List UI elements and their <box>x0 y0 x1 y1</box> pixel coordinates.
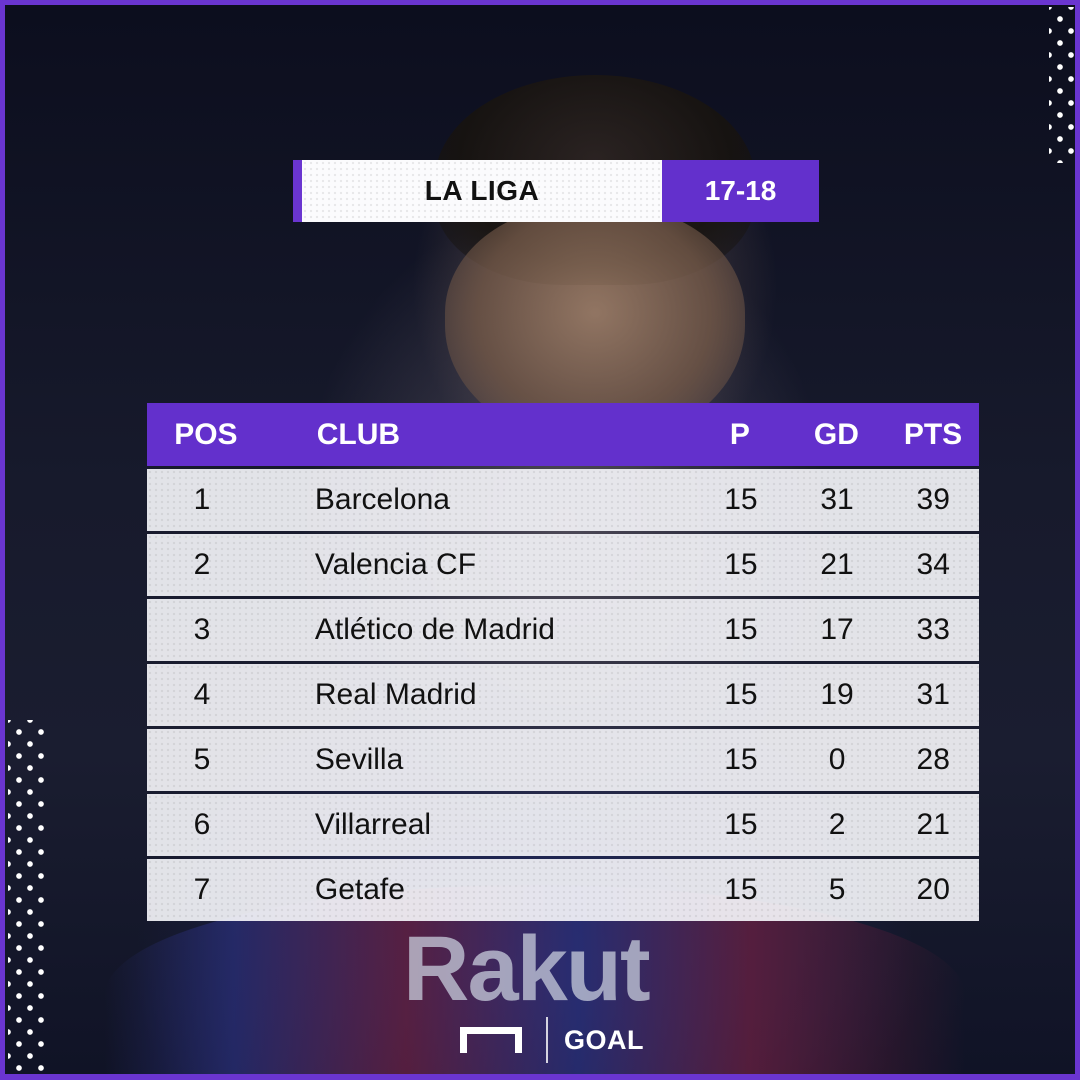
cell-goal-difference: 17 <box>820 613 854 646</box>
header-club: CLUB <box>316 417 401 451</box>
cell-played: 15 <box>724 678 758 711</box>
table-row: 7 Getafe 15 5 20 <box>147 859 979 921</box>
cell-points: 33 <box>916 613 950 646</box>
title-banner: LA LIGA 17-18 <box>293 160 819 222</box>
cell-goal-difference: 21 <box>820 548 854 581</box>
cell-club: Getafe <box>314 873 405 906</box>
cell-played: 15 <box>724 808 758 841</box>
jersey-sponsor-text: Rakut <box>403 918 651 1020</box>
cell-goal-difference: 2 <box>828 808 846 841</box>
cell-points: 20 <box>916 873 950 906</box>
cell-points: 34 <box>916 548 950 581</box>
decorative-dots-left <box>8 720 48 1074</box>
cell-pos: 4 <box>193 678 211 711</box>
league-title: LA LIGA <box>302 160 662 222</box>
cell-pos: 1 <box>193 483 211 516</box>
table-row: 4 Real Madrid 15 19 31 <box>147 664 979 726</box>
cell-pos: 2 <box>193 548 211 581</box>
cell-club: Barcelona <box>314 483 450 516</box>
cell-pos: 6 <box>193 808 211 841</box>
cell-club: Valencia CF <box>314 548 477 581</box>
cell-points: 21 <box>916 808 950 841</box>
decorative-dots-right <box>1049 7 1075 163</box>
cell-goal-difference: 5 <box>828 873 846 906</box>
cell-points: 28 <box>916 743 950 776</box>
cell-played: 15 <box>724 483 758 516</box>
goal-logo: GOAL <box>460 1015 644 1065</box>
cell-played: 15 <box>724 873 758 906</box>
logo-divider <box>546 1017 548 1063</box>
cell-club: Sevilla <box>314 743 404 776</box>
title-accent-bar <box>293 160 302 222</box>
table-row: 5 Sevilla 15 0 28 <box>147 729 979 791</box>
cell-pos: 3 <box>193 613 211 646</box>
cell-goal-difference: 0 <box>828 743 846 776</box>
cell-points: 31 <box>916 678 950 711</box>
table-row: 2 Valencia CF 15 21 34 <box>147 534 979 596</box>
cell-goal-difference: 19 <box>820 678 854 711</box>
cell-played: 15 <box>724 743 758 776</box>
table-row: 3 Atlético de Madrid 15 17 33 <box>147 599 979 661</box>
header-pos: POS <box>174 417 238 451</box>
table-row: 1 Barcelona 15 31 39 <box>147 469 979 531</box>
header-goal-difference: GD <box>813 417 859 451</box>
standings-table: POS CLUB P GD PTS 1 Barcelona 15 31 39 2… <box>147 403 979 921</box>
cell-goal-difference: 31 <box>820 483 854 516</box>
table-row: 6 Villarreal 15 2 21 <box>147 794 979 856</box>
logo-text: GOAL <box>564 1024 644 1055</box>
cell-pos: 7 <box>193 873 211 906</box>
cell-club: Atlético de Madrid <box>314 613 555 646</box>
table-header: POS CLUB P GD PTS <box>147 403 979 466</box>
cell-club: Villarreal <box>314 808 432 841</box>
header-points: PTS <box>903 417 963 451</box>
cell-points: 39 <box>916 483 950 516</box>
cell-played: 15 <box>724 548 758 581</box>
cell-played: 15 <box>724 613 758 646</box>
season-label: 17-18 <box>662 160 819 222</box>
cell-club: Real Madrid <box>314 678 477 711</box>
goal-frame-icon <box>460 1027 522 1053</box>
cell-pos: 5 <box>193 743 211 776</box>
header-played: P <box>729 417 750 451</box>
